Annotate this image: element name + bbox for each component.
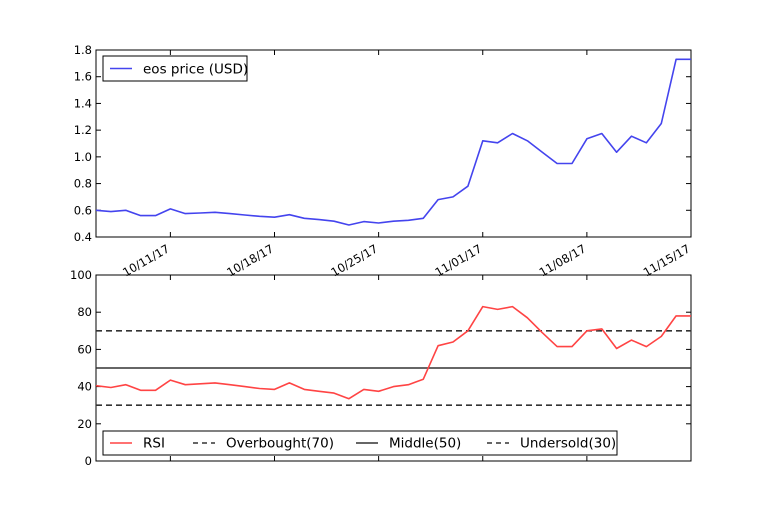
rsi-ytick-label: 80: [77, 305, 92, 319]
price-ytick-label: 0.4: [74, 230, 92, 244]
rsi-series-line: [95, 305, 691, 400]
rsi-legend-label: Middle(50): [389, 436, 461, 452]
price-ytick-label: 1.8: [74, 43, 92, 57]
rsi-ytick-label: 60: [77, 342, 92, 356]
price-series-line: [95, 58, 691, 226]
price-xtick-label: 11/01/17: [433, 241, 485, 279]
rsi-ytick-label: 0: [85, 454, 92, 468]
rsi-legend: RSI Overbought(70) Middle(50) Undersold(30): [102, 430, 618, 456]
price-xtick-label: 10/25/17: [328, 241, 380, 279]
price-xtick-label: 10/18/17: [224, 241, 276, 279]
price-legend: eos price (USD): [102, 55, 248, 82]
price-legend-label: eos price (USD): [143, 62, 248, 78]
price-ytick-label: 1.2: [74, 123, 92, 137]
rsi-ytick-label: 20: [77, 417, 92, 431]
price-ytick-label: 1.6: [74, 70, 92, 84]
price-ytick-label: 0.6: [74, 203, 92, 217]
price-xtick-label: 10/11/17: [120, 241, 172, 279]
rsi-ytick-label: 40: [77, 380, 92, 394]
rsi-legend-label: Overbought(70): [226, 436, 334, 452]
price-plot-frame: [95, 49, 692, 238]
price-xtick-label: 11/15/17: [641, 241, 693, 279]
rsi-ytick-label: 100: [70, 268, 92, 282]
price-ytick-label: 1.0: [74, 150, 92, 164]
price-ytick-label: 0.8: [74, 177, 92, 191]
rsi-legend-label: Undersold(30): [520, 436, 616, 452]
price-xtick-label: 11/08/17: [537, 241, 589, 279]
rsi-legend-label: RSI: [143, 436, 165, 452]
price-ytick-label: 1.4: [74, 96, 92, 110]
